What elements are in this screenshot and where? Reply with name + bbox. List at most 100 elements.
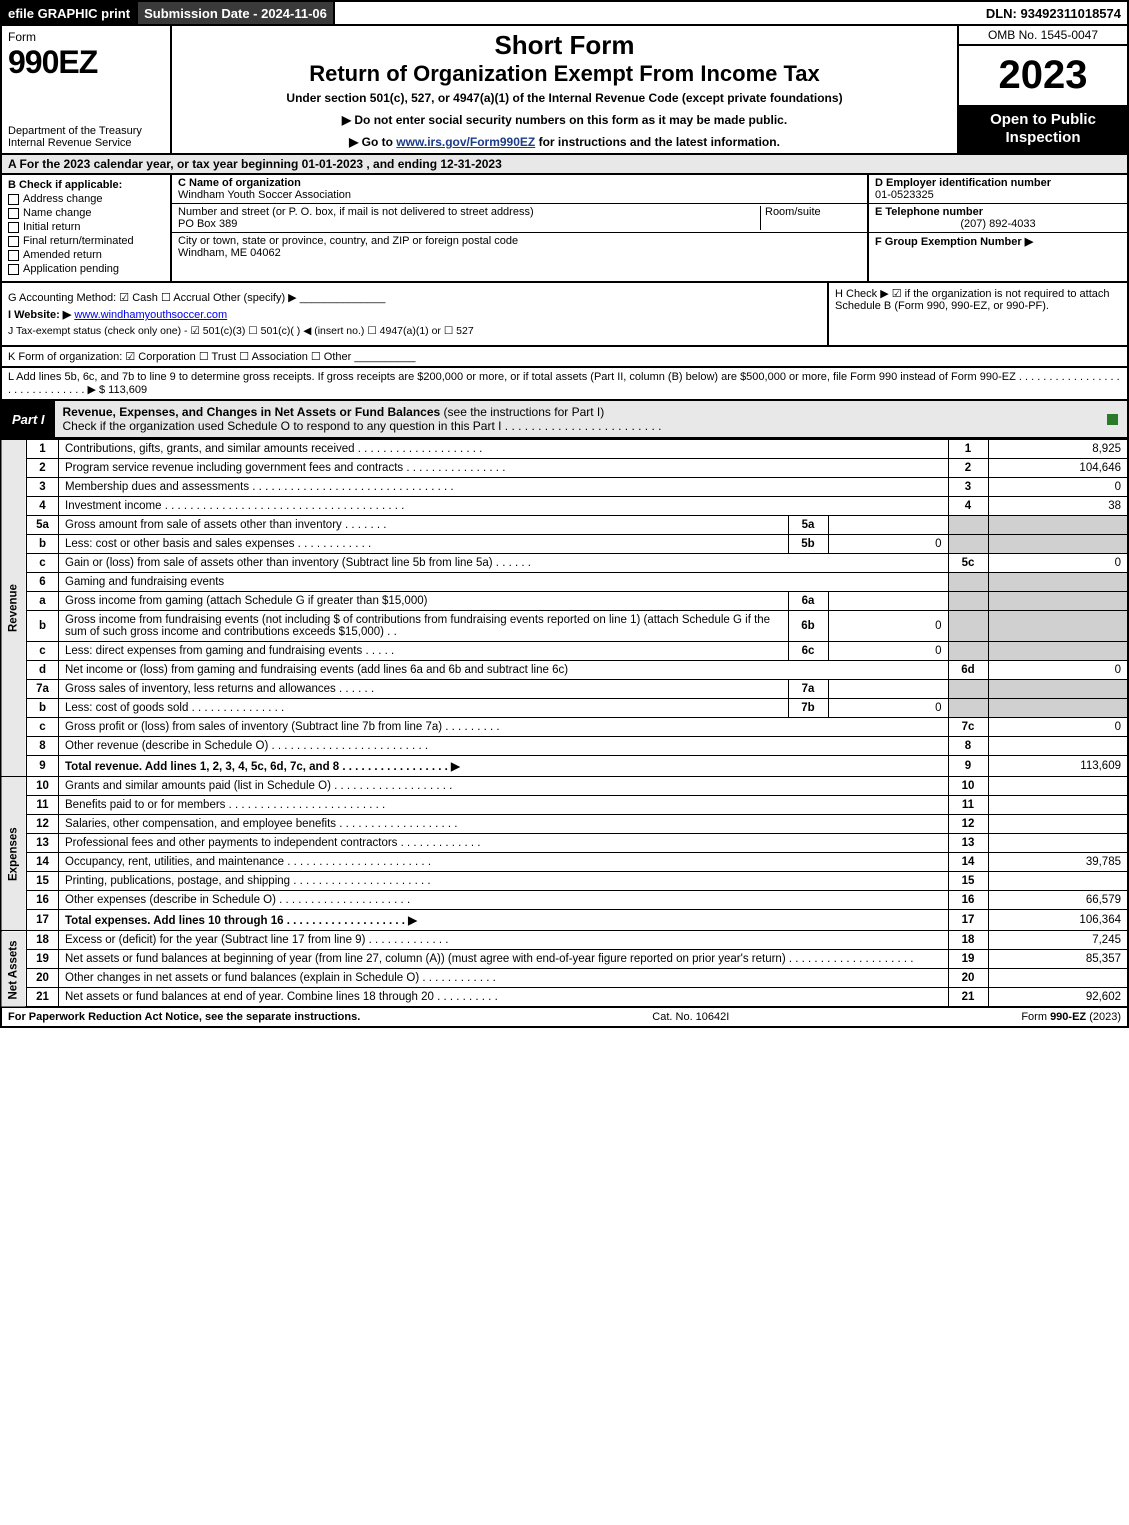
ln-7b: b: [27, 699, 59, 718]
desc-7c: Gross profit or (loss) from sales of inv…: [59, 718, 949, 737]
chk-address-change[interactable]: Address change: [8, 193, 164, 205]
desc-3: Membership dues and assessments . . . . …: [59, 478, 949, 497]
num-9: 9: [948, 756, 988, 777]
ln-18: 18: [27, 931, 59, 950]
desc-7b: Less: cost of goods sold . . . . . . . .…: [59, 699, 789, 718]
col-gij-left: G Accounting Method: ☑ Cash ☐ Accrual Ot…: [2, 283, 827, 345]
footer-catno: Cat. No. 10642I: [652, 1011, 729, 1023]
num-17: 17: [948, 910, 988, 931]
val-14: 39,785: [988, 853, 1128, 872]
checkbox-icon: [8, 208, 19, 219]
submission-date: Submission Date - 2024-11-06: [138, 2, 335, 24]
desc-13: Professional fees and other payments to …: [59, 834, 949, 853]
num-20: 20: [948, 969, 988, 988]
tax-year: 2023: [959, 46, 1127, 105]
checkbox-icon: [8, 236, 19, 247]
chk-application-pending[interactable]: Application pending: [8, 263, 164, 275]
notice-goto: ▶ Go to www.irs.gov/Form990EZ for instru…: [180, 135, 949, 149]
footer-right: Form 990-EZ (2023): [1021, 1011, 1121, 1023]
ln-14: 14: [27, 853, 59, 872]
chk-final-return[interactable]: Final return/terminated: [8, 235, 164, 247]
ln-7a: 7a: [27, 680, 59, 699]
num-18: 18: [948, 931, 988, 950]
phone: (207) 892-4033: [875, 218, 1121, 230]
label-phone: E Telephone number: [875, 206, 1121, 218]
desc-8: Other revenue (describe in Schedule O) .…: [59, 737, 949, 756]
website-label: I Website: ▶: [8, 309, 71, 321]
ival-5a: [828, 516, 948, 535]
val-8: [988, 737, 1128, 756]
val-3: 0: [988, 478, 1128, 497]
ival-6c: 0: [828, 642, 948, 661]
box-c: C Name of organization Windham Youth Soc…: [172, 175, 867, 281]
box-i: I Website: ▶ www.windhamyouthsoccer.com: [8, 308, 821, 321]
ival-6a: [828, 592, 948, 611]
val-13: [988, 834, 1128, 853]
header-right: OMB No. 1545-0047 2023 Open to Public In…: [957, 26, 1127, 153]
part-i-check-line: Check if the organization used Schedule …: [63, 419, 662, 433]
ln-5c: c: [27, 554, 59, 573]
footer-left: For Paperwork Reduction Act Notice, see …: [8, 1011, 360, 1023]
ln-17: 17: [27, 910, 59, 931]
num-4: 4: [948, 497, 988, 516]
irs-link[interactable]: www.irs.gov/Form990EZ: [396, 135, 535, 149]
num-7c: 7c: [948, 718, 988, 737]
website-link[interactable]: www.windhamyouthsoccer.com: [74, 309, 227, 321]
check-icon: [1107, 414, 1118, 425]
top-bar: efile GRAPHIC print Submission Date - 20…: [0, 0, 1129, 26]
page-footer: For Paperwork Reduction Act Notice, see …: [0, 1008, 1129, 1028]
val-4: 38: [988, 497, 1128, 516]
part-i-checkbox[interactable]: [1097, 401, 1127, 437]
checkbox-icon: [8, 264, 19, 275]
num-12: 12: [948, 815, 988, 834]
ln-20: 20: [27, 969, 59, 988]
chk-initial-return[interactable]: Initial return: [8, 221, 164, 233]
form-number: 990EZ: [8, 44, 164, 81]
desc-7a: Gross sales of inventory, less returns a…: [59, 680, 789, 699]
notice-goto-pre: ▶ Go to: [349, 135, 396, 149]
val-20: [988, 969, 1128, 988]
box-g: G Accounting Method: ☑ Cash ☐ Accrual Ot…: [8, 291, 821, 304]
department-label: Department of the Treasury Internal Reve…: [8, 125, 164, 149]
num-1: 1: [948, 440, 988, 459]
part-i-title: Revenue, Expenses, and Changes in Net As…: [55, 401, 1097, 437]
side-label-netassets: Net Assets: [1, 931, 27, 1008]
efile-label: efile GRAPHIC print: [2, 2, 138, 24]
desc-5b: Less: cost or other basis and sales expe…: [59, 535, 789, 554]
ival-5b: 0: [828, 535, 948, 554]
val-19: 85,357: [988, 950, 1128, 969]
ln-8: 8: [27, 737, 59, 756]
form-word: Form: [8, 30, 164, 44]
desc-1: Contributions, gifts, grants, and simila…: [59, 440, 949, 459]
desc-21: Net assets or fund balances at end of ye…: [59, 988, 949, 1008]
num-16: 16: [948, 891, 988, 910]
val-2: 104,646: [988, 459, 1128, 478]
val-7c: 0: [988, 718, 1128, 737]
chk-name-change[interactable]: Name change: [8, 207, 164, 219]
label-ein: D Employer identification number: [875, 177, 1121, 189]
part-i-label: Part I: [2, 401, 55, 437]
room-suite-label: Room/suite: [761, 206, 861, 230]
row-l: L Add lines 5b, 6c, and 7b to line 9 to …: [0, 368, 1129, 401]
label-city: City or town, state or province, country…: [178, 235, 861, 247]
street: PO Box 389: [178, 218, 756, 230]
desc-5c: Gain or (loss) from sale of assets other…: [59, 554, 949, 573]
ln-6a: a: [27, 592, 59, 611]
ln-2: 2: [27, 459, 59, 478]
inum-6c: 6c: [788, 642, 828, 661]
notice-goto-post: for instructions and the latest informat…: [535, 135, 780, 149]
val-11: [988, 796, 1128, 815]
num-5c: 5c: [948, 554, 988, 573]
ln-10: 10: [27, 777, 59, 796]
part-i-title-rest: (see the instructions for Part I): [440, 405, 604, 419]
chk-amended-return[interactable]: Amended return: [8, 249, 164, 261]
num-19: 19: [948, 950, 988, 969]
box-d-e-f: D Employer identification number 01-0523…: [867, 175, 1127, 281]
part-i-table: Revenue 1 Contributions, gifts, grants, …: [0, 439, 1129, 1008]
num-14: 14: [948, 853, 988, 872]
omb-number: OMB No. 1545-0047: [959, 26, 1127, 46]
desc-12: Salaries, other compensation, and employ…: [59, 815, 949, 834]
inum-6b: 6b: [788, 611, 828, 642]
ln-15: 15: [27, 872, 59, 891]
num-6d: 6d: [948, 661, 988, 680]
